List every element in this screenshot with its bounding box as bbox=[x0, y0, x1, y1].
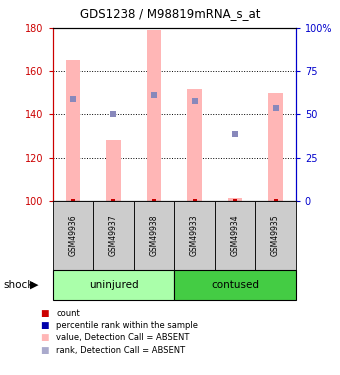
Bar bbox=[269, 93, 283, 201]
Bar bbox=[93, 201, 134, 270]
Text: count: count bbox=[56, 309, 80, 318]
Bar bbox=[215, 201, 255, 270]
Bar bbox=[228, 198, 242, 201]
Bar bbox=[106, 140, 121, 201]
Text: rank, Detection Call = ABSENT: rank, Detection Call = ABSENT bbox=[56, 346, 185, 355]
Text: ▶: ▶ bbox=[30, 280, 38, 290]
Bar bbox=[53, 270, 174, 300]
Text: shock: shock bbox=[3, 280, 34, 290]
Text: contused: contused bbox=[211, 280, 259, 290]
Text: ■: ■ bbox=[40, 346, 49, 355]
Text: uninjured: uninjured bbox=[89, 280, 138, 290]
Bar bbox=[66, 60, 80, 201]
Bar bbox=[174, 201, 215, 270]
Bar bbox=[134, 201, 174, 270]
Bar bbox=[187, 88, 202, 201]
Text: ■: ■ bbox=[40, 333, 49, 342]
Text: percentile rank within the sample: percentile rank within the sample bbox=[56, 321, 198, 330]
Text: ■: ■ bbox=[40, 309, 49, 318]
Text: ■: ■ bbox=[40, 321, 49, 330]
Text: GSM49938: GSM49938 bbox=[150, 214, 158, 256]
Text: GSM49937: GSM49937 bbox=[109, 214, 118, 256]
Text: GDS1238 / M98819mRNA_s_at: GDS1238 / M98819mRNA_s_at bbox=[80, 7, 260, 20]
Text: GSM49933: GSM49933 bbox=[190, 214, 199, 256]
Bar bbox=[255, 201, 296, 270]
Text: GSM49934: GSM49934 bbox=[231, 214, 239, 256]
Text: GSM49935: GSM49935 bbox=[271, 214, 280, 256]
Text: value, Detection Call = ABSENT: value, Detection Call = ABSENT bbox=[56, 333, 189, 342]
Bar bbox=[147, 30, 161, 201]
Bar bbox=[53, 201, 93, 270]
Bar bbox=[174, 270, 296, 300]
Text: GSM49936: GSM49936 bbox=[68, 214, 78, 256]
